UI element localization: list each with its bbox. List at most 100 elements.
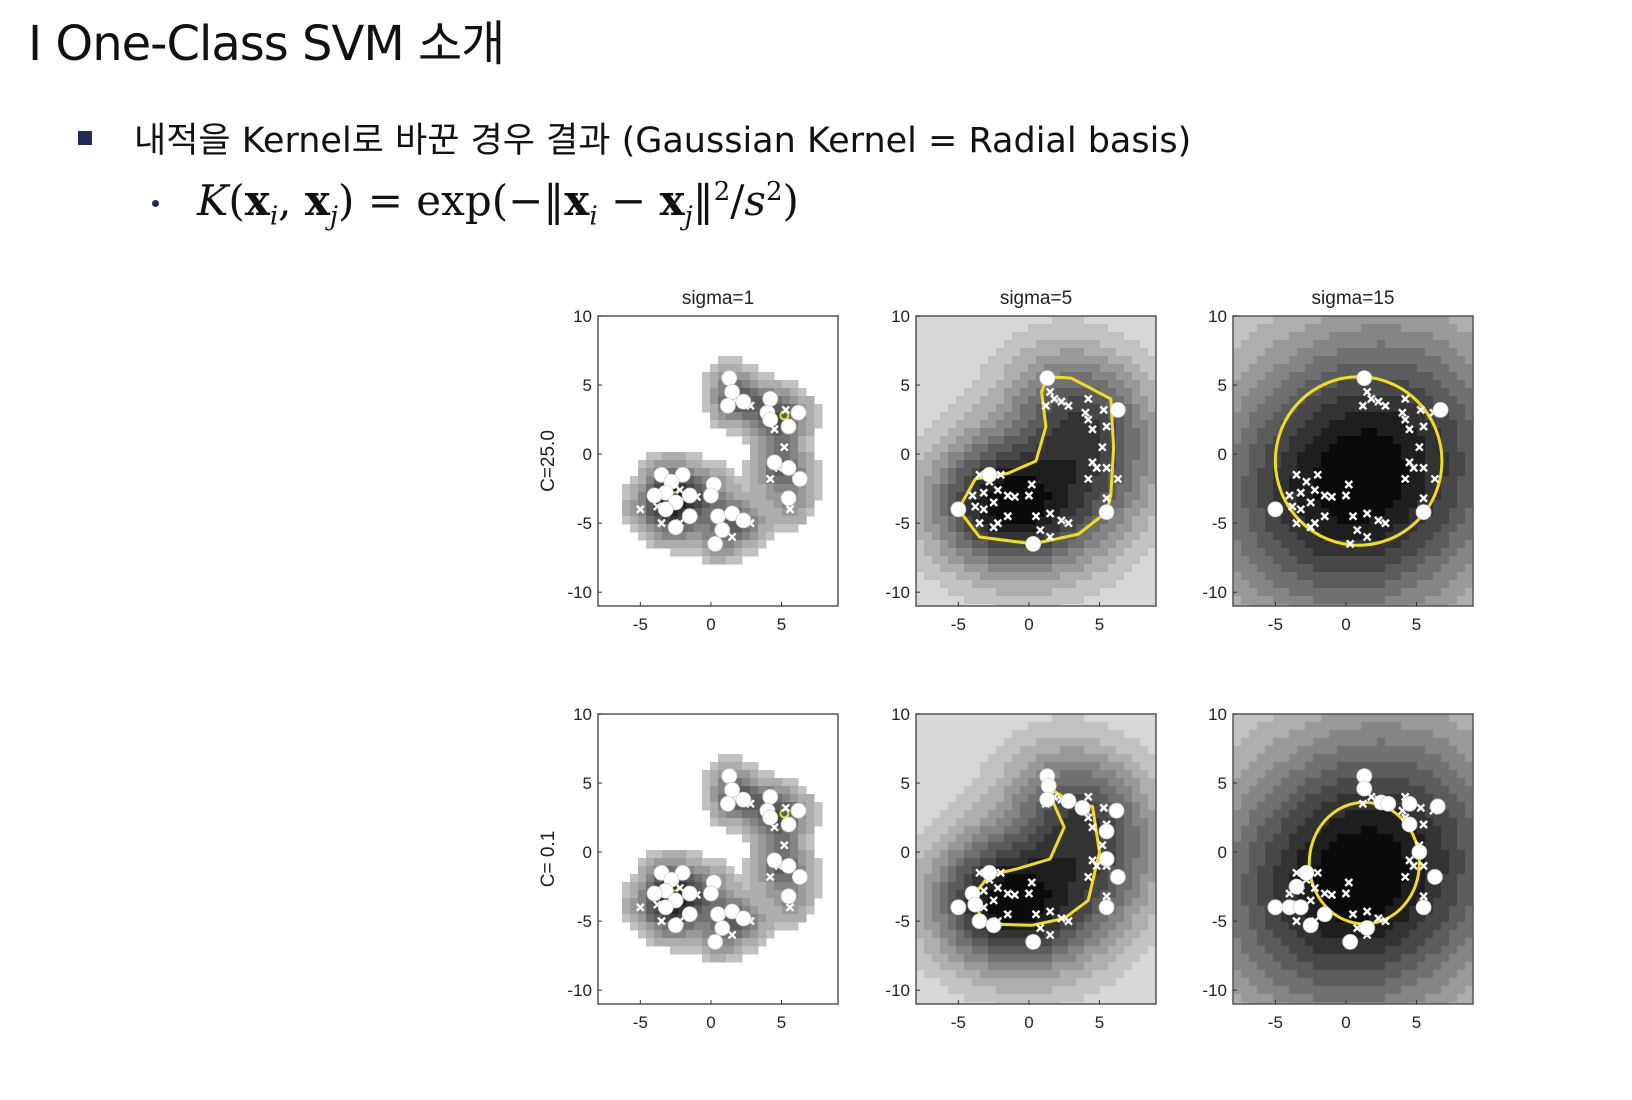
contour-cell (916, 938, 925, 947)
contour-cell (750, 922, 759, 931)
contour-cell (1132, 922, 1141, 931)
contour-cell (742, 548, 751, 557)
contour-cell (1020, 946, 1029, 955)
contour-cell (734, 524, 743, 533)
contour-cell (916, 492, 925, 501)
contour-cell (1076, 778, 1085, 787)
contour-cell (710, 372, 719, 381)
contour-cell (694, 938, 703, 947)
contour-cell (1425, 340, 1434, 349)
contour-cell (924, 516, 933, 525)
contour-cell (1377, 572, 1386, 581)
contour-cell (1369, 580, 1378, 589)
contour-cell (1036, 994, 1045, 1003)
contour-cell (1036, 572, 1045, 581)
contour-cell (1036, 746, 1045, 755)
contour-cell (1084, 826, 1093, 835)
contour-cell (1044, 874, 1053, 883)
contour-cell (1052, 412, 1061, 421)
contour-cell (1076, 858, 1085, 867)
contour-cell (1044, 898, 1053, 907)
contour-cell (1417, 380, 1426, 389)
contour-cell (814, 890, 823, 899)
contour-cell (718, 412, 727, 421)
contour-cell (1068, 730, 1077, 739)
contour-cell (1409, 500, 1418, 509)
contour-cell (1092, 548, 1101, 557)
contour-cell (940, 922, 949, 931)
contour-cell (1369, 348, 1378, 357)
contour-cell (940, 508, 949, 517)
contour-cell (1353, 746, 1362, 755)
data-point-x (1035, 525, 1045, 535)
y-tick-label: -5 (577, 912, 592, 931)
contour-cell (1140, 970, 1149, 979)
contour-cell (932, 762, 941, 771)
contour-cell (1321, 762, 1330, 771)
contour-cell (1449, 404, 1458, 413)
contour-cell (1377, 452, 1386, 461)
contour-cell (932, 404, 941, 413)
contour-cell (972, 596, 981, 605)
contour-cell (766, 500, 775, 509)
plot-frame (1232, 315, 1474, 607)
contour-cell (924, 404, 933, 413)
contour-cell (1313, 316, 1322, 325)
contour-cell (1124, 380, 1133, 389)
contour-cell (1281, 316, 1290, 325)
contour-cell (1068, 978, 1077, 987)
contour-cell (718, 364, 727, 373)
contour-cell (1377, 364, 1386, 373)
contour-cell (1124, 994, 1133, 1003)
contour-cell (1084, 588, 1093, 597)
contour-cell (972, 420, 981, 429)
contour-cell (1044, 762, 1053, 771)
contour-cell (1116, 906, 1125, 915)
contour-cell (1044, 468, 1053, 477)
contour-cell (782, 786, 791, 795)
contour-cell (1337, 420, 1346, 429)
contour-cell (742, 778, 751, 787)
contour-cell (710, 858, 719, 867)
contour-cell (1020, 802, 1029, 811)
contour-cell (1297, 444, 1306, 453)
contour-cell (1449, 388, 1458, 397)
contour-cell (1233, 404, 1242, 413)
contour-cell (774, 404, 783, 413)
contour-cell (996, 340, 1005, 349)
contour-cell (1321, 770, 1330, 779)
contour-cell (1457, 372, 1466, 381)
contour-cell (1068, 818, 1077, 827)
data-point-x (1320, 511, 1330, 521)
contour-cell (1425, 596, 1434, 605)
contour-cell (734, 922, 743, 931)
contour-cell (1313, 444, 1322, 453)
contour-cell (1417, 786, 1426, 795)
contour-cell (1409, 778, 1418, 787)
contour-cell (646, 508, 655, 517)
contour-cell (988, 484, 997, 493)
contour-cell (1257, 810, 1266, 819)
contour-cell (646, 452, 655, 461)
contour-cell (1425, 810, 1434, 819)
contour-cell (1273, 770, 1282, 779)
contour-cell (1449, 556, 1458, 565)
contour-cell (1433, 580, 1442, 589)
contour-cell (1241, 738, 1250, 747)
contour-cell (1321, 802, 1330, 811)
contour-cell (1393, 468, 1402, 477)
contour-cell (1076, 1002, 1085, 1004)
contour-cell (1100, 794, 1109, 803)
support-vector (950, 501, 967, 518)
contour-cell (924, 364, 933, 373)
contour-cell (1425, 770, 1434, 779)
contour-cell (710, 404, 719, 413)
contour-cell (932, 508, 941, 517)
contour-cell (1044, 826, 1053, 835)
contour-cell (1313, 532, 1322, 541)
contour-cell (1148, 810, 1156, 819)
data-point-x (1381, 401, 1390, 411)
contour-cell (766, 532, 775, 541)
contour-cell (1020, 484, 1029, 493)
contour-cell (1257, 364, 1266, 373)
